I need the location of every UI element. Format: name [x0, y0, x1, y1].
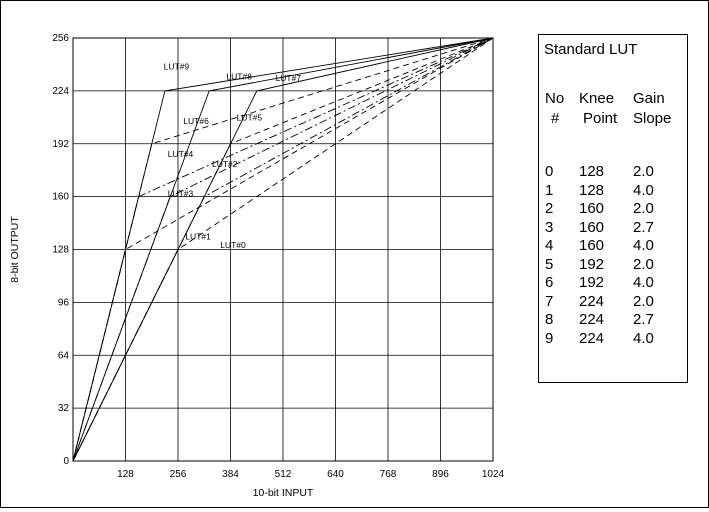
y-tick-label: 32 [58, 403, 70, 414]
y-tick-labels: 0 32 64 96 128 160 192 224 256 [52, 33, 69, 467]
table-cell: 2.0 [633, 200, 654, 217]
x-tick-label: 896 [432, 469, 449, 480]
standard-lut-table: Standard LUT No # Knee Point Gain Slope 0 128 2.… [538, 34, 688, 383]
curve-label: LUT#3 [168, 189, 194, 199]
table-cell: 2 [545, 200, 554, 217]
x-axis-title: 10-bit INPUT [253, 487, 314, 499]
table-cell: 128 [579, 181, 605, 199]
table-cell: 224 [579, 329, 605, 347]
curve-label: LUT#1 [185, 232, 211, 242]
y-tick-label: 256 [52, 33, 69, 44]
x-tick-label: 128 [117, 469, 134, 480]
y-tick-label: 224 [52, 86, 69, 97]
y-tick-label: 0 [63, 456, 69, 467]
table-cell: 160 [579, 200, 605, 217]
y-axis-title: 8-bit OUTPUT [9, 216, 21, 283]
x-tick-label: 512 [275, 469, 292, 480]
y-tick-label: 128 [52, 245, 69, 256]
series-group [72, 37, 494, 462]
x-tick-label: 768 [380, 469, 397, 480]
table-header: Slope [633, 110, 672, 127]
table-cell: 3 [545, 218, 554, 236]
table-cell: 4.0 [633, 329, 654, 347]
table-cell: 4.0 [633, 274, 654, 291]
table-cell: 224 [579, 311, 605, 328]
table-cell: 7 [545, 292, 554, 310]
table-title: Standard LUT [544, 41, 638, 58]
series-line [72, 37, 494, 462]
table-header: Gain [633, 90, 665, 107]
curve-label: LUT#4 [168, 149, 194, 159]
curve-label: LUT#6 [183, 116, 209, 126]
table-header: # [551, 110, 560, 127]
table-header: Point [583, 110, 618, 127]
series-line [72, 37, 494, 462]
curve-label: LUT#0 [220, 240, 246, 250]
table-cell: 9 [545, 329, 554, 347]
curve-label: LUT#5 [237, 113, 263, 123]
table-cell: 2.7 [633, 218, 654, 236]
y-tick-label: 64 [58, 350, 70, 361]
plot-area [72, 37, 494, 462]
table-cell: 8 [545, 311, 554, 328]
table-cell: 5 [545, 255, 554, 273]
curve-label: LUT#8 [226, 71, 252, 81]
curve-label: LUT#2 [212, 159, 238, 169]
curve-label: LUT#9 [164, 61, 190, 71]
grid [73, 37, 494, 462]
table-cell: 6 [545, 274, 554, 291]
y-tick-label: 96 [58, 297, 70, 308]
x-tick-label: 1024 [482, 469, 505, 480]
table-cell: 2.0 [633, 163, 654, 180]
table-cell: 0 [545, 163, 554, 180]
y-tick-label: 192 [52, 139, 69, 150]
table-cell: 4.0 [633, 237, 654, 254]
table-cell: 160 [579, 218, 605, 236]
y-tick-label: 160 [52, 192, 69, 203]
curve-annotations: LUT#9 LUT#8 LUT#7 LUT#6 LUT#5 LUT#4 LUT#2 LUT#3… [164, 61, 302, 249]
x-tick-label: 640 [327, 469, 344, 480]
table-cell: 192 [579, 274, 605, 291]
curve-label: LUT#7 [276, 73, 302, 83]
series-line [72, 37, 494, 462]
x-tick-labels: 128 256 384 512 640 768 896 1024 [117, 469, 504, 480]
table-cell: 160 [579, 237, 605, 254]
series-line [72, 37, 494, 462]
table-header: No [545, 90, 565, 107]
table-header: Knee [579, 90, 615, 107]
table-cell: 128 [579, 163, 605, 180]
table-cell: 2.0 [633, 292, 654, 310]
table-cell: 192 [579, 255, 605, 273]
table-cell: 2.7 [633, 311, 654, 328]
x-tick-label: 256 [170, 469, 187, 480]
table-cell: 224 [579, 292, 605, 310]
table-cell: 1 [545, 181, 554, 199]
table-cell: 4 [545, 237, 554, 254]
x-tick-label: 384 [222, 469, 239, 480]
table-cell: 2.0 [633, 255, 654, 273]
table-cell: 4.0 [633, 181, 654, 199]
